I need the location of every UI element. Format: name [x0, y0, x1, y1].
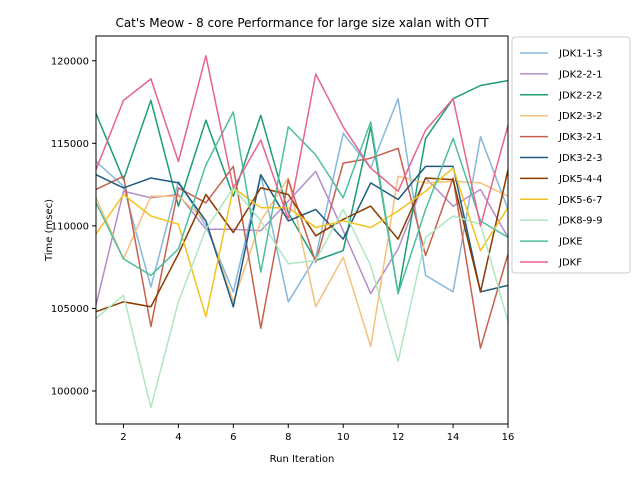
- series-layer: [96, 55, 508, 409]
- legend-box: [511, 36, 631, 274]
- series-line-jdkf: [96, 55, 508, 227]
- y-tick-label: 115000: [51, 139, 89, 150]
- y-axis-label: Time (msec): [44, 199, 55, 262]
- plot-background: [96, 36, 508, 424]
- series-line-jdk2-2-2: [96, 79, 508, 295]
- legend-label-jdk5-6-7: JDK5-6-7: [558, 195, 603, 206]
- legend-label-jdk1-1-3: JDK1-1-3: [558, 49, 603, 60]
- legend-label-jdk2-2-2: JDK2-2-2: [558, 90, 603, 101]
- series-line-jdk2-3-2: [96, 175, 508, 348]
- series-line-jdk8-9-9: [96, 187, 508, 409]
- series-line-jdke: [96, 111, 508, 295]
- x-tick-label: 6: [230, 432, 236, 443]
- plot-frame: [95, 35, 509, 425]
- legend-label-jdk3-2-3: JDK3-2-3: [558, 153, 603, 164]
- legend-label-jdk5-4-4: JDK5-4-4: [558, 174, 603, 185]
- chart-title: Cat's Meow - 8 core Performance for larg…: [115, 16, 489, 30]
- legend-label-jdk2-3-2: JDK2-3-2: [558, 111, 603, 122]
- x-tick-label: 8: [285, 432, 291, 443]
- legend-label-jdk3-2-1: JDK3-2-1: [558, 132, 603, 143]
- plot-area: 2 4 6 8 10 12 14 16 100000 105000 110000 115000 120…: [51, 35, 514, 443]
- x-tick-label: 12: [392, 432, 405, 443]
- x-axis-ticks: 2 4 6 8 10 12 14 16: [120, 424, 514, 443]
- x-tick-label: 16: [502, 432, 515, 443]
- legend-label-jdk8-9-9: JDK8-9-9: [558, 216, 603, 227]
- x-tick-label: 2: [120, 432, 126, 443]
- x-tick-label: 10: [337, 432, 350, 443]
- x-tick-label: 14: [447, 432, 460, 443]
- y-tick-label: 110000: [51, 221, 89, 232]
- x-axis-label: Run Iteration: [270, 454, 335, 465]
- y-tick-label: 105000: [51, 304, 89, 315]
- legend-items: JDK1-1-3 JDK2-2-1 JDK2-2-2 JDK2-3-2 JDK3-2-1…: [520, 49, 603, 269]
- legend-label-jdkf: JDKF: [558, 258, 582, 269]
- legend-label-jdke: JDKE: [558, 237, 583, 248]
- series-line-jdk5-6-7: [96, 167, 508, 318]
- x-tick-label: 4: [175, 432, 181, 443]
- y-tick-label: 100000: [51, 386, 89, 397]
- series-line-jdk3-2-1: [96, 147, 508, 349]
- legend: JDK1-1-3 JDK2-2-1 JDK2-2-2 JDK2-3-2 JDK3-2-1…: [511, 36, 631, 274]
- legend-label-jdk2-2-1: JDK2-2-1: [558, 69, 603, 80]
- y-axis-ticks: 100000 105000 110000 115000 120000: [51, 56, 96, 397]
- series-line-jdk1-1-3: [96, 97, 508, 303]
- y-tick-label: 120000: [51, 56, 89, 67]
